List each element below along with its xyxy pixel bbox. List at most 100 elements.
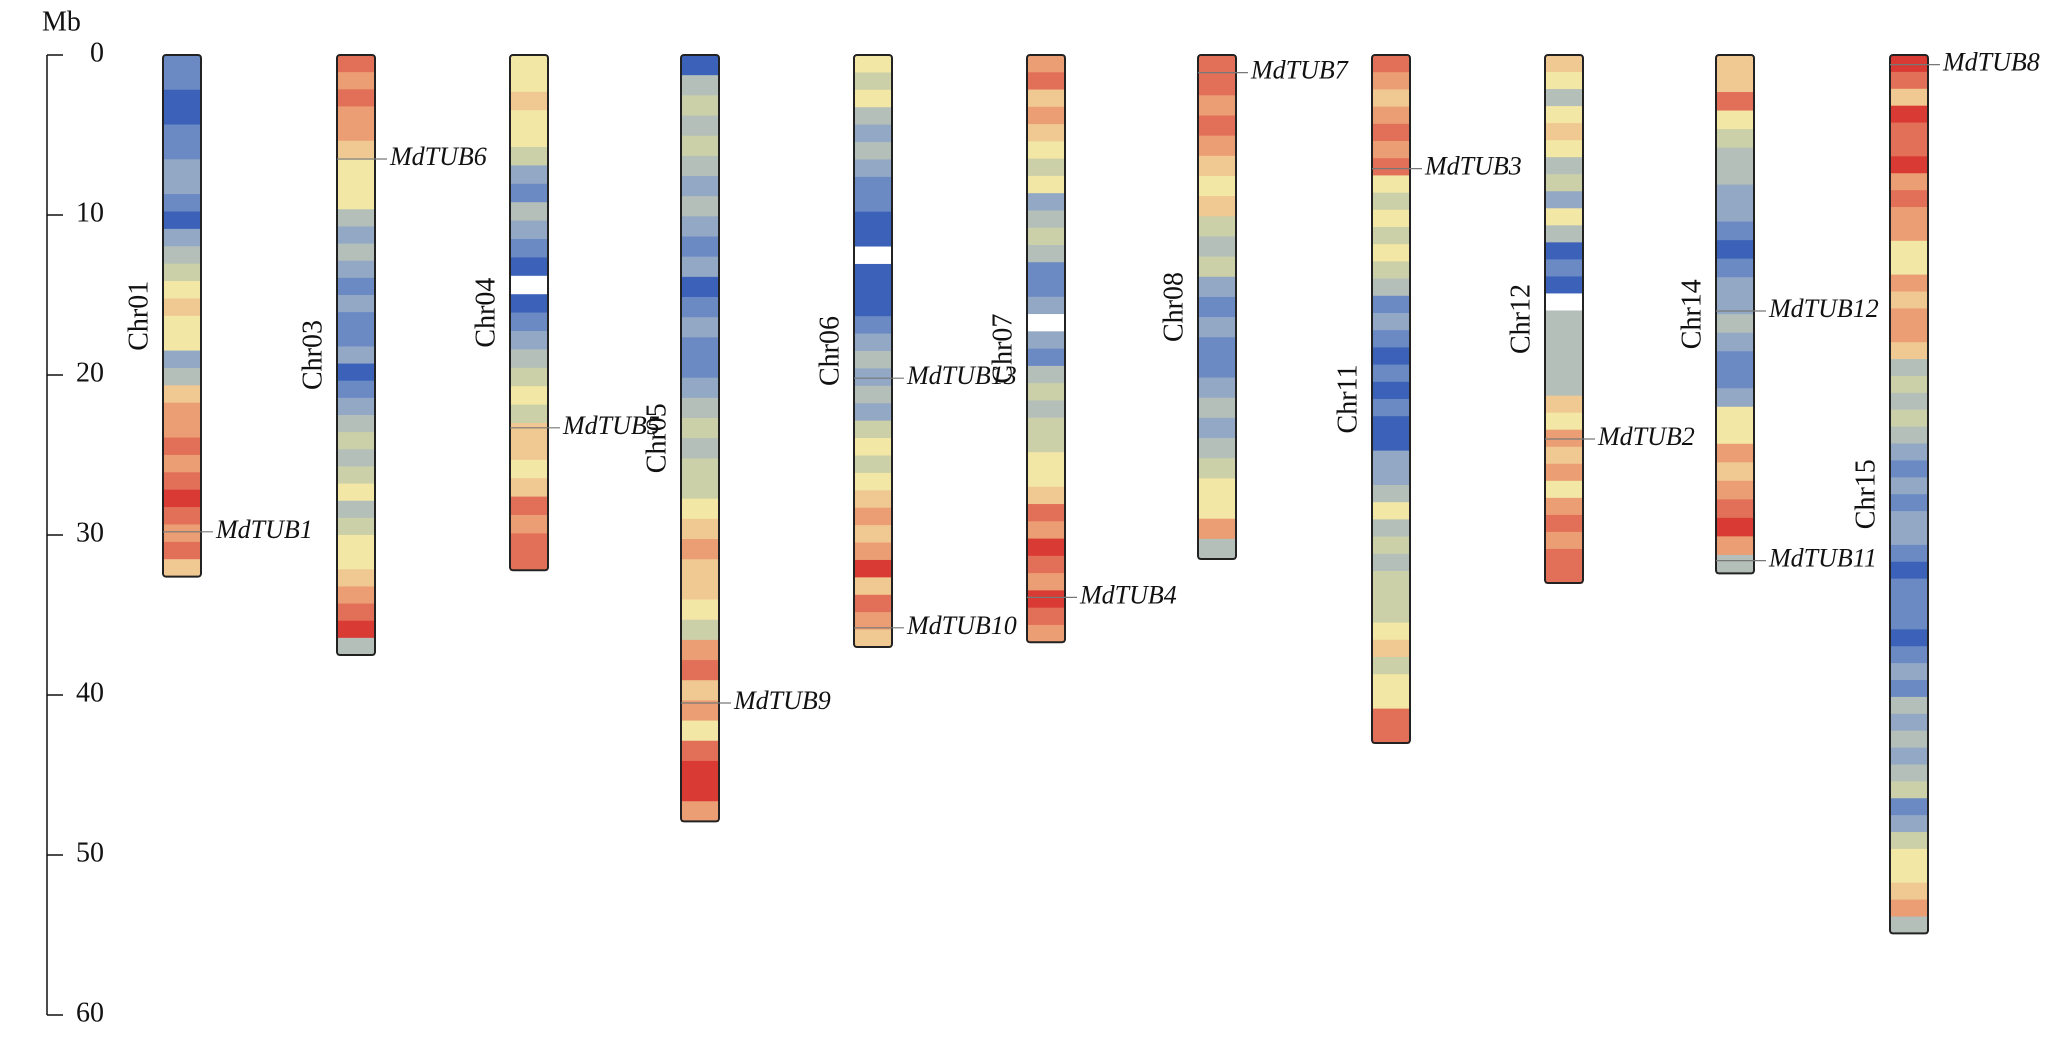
band	[681, 75, 719, 96]
band	[1027, 538, 1065, 557]
band	[1545, 446, 1583, 465]
band	[1545, 310, 1583, 329]
band	[1545, 378, 1583, 397]
band	[854, 176, 892, 195]
band	[337, 637, 375, 656]
band	[1545, 497, 1583, 516]
y-tick-label: 20	[76, 357, 104, 388]
band	[1545, 327, 1583, 346]
band	[681, 236, 719, 258]
band	[854, 316, 892, 335]
band	[337, 260, 375, 279]
chromosome-label: Chr11	[1332, 365, 1363, 434]
band	[1890, 578, 1928, 597]
band	[1890, 207, 1928, 225]
band	[1545, 72, 1583, 90]
band	[1890, 494, 1928, 512]
band	[1716, 240, 1754, 260]
band	[1890, 409, 1928, 428]
band	[1027, 124, 1065, 142]
band	[337, 380, 375, 399]
band	[163, 124, 201, 143]
band	[1716, 110, 1754, 130]
band	[854, 438, 892, 456]
band	[163, 385, 201, 404]
band	[510, 423, 548, 442]
band	[854, 455, 892, 474]
band	[681, 115, 719, 137]
band	[1716, 388, 1754, 408]
band	[854, 281, 892, 300]
band	[337, 226, 375, 245]
band	[1890, 443, 1928, 461]
band	[854, 577, 892, 596]
band	[1027, 486, 1065, 505]
band	[1027, 296, 1065, 315]
band	[337, 466, 375, 485]
band	[854, 333, 892, 352]
band	[510, 533, 548, 553]
band	[1198, 377, 1236, 399]
band	[1372, 55, 1410, 73]
band	[1198, 276, 1236, 298]
band	[1890, 663, 1928, 681]
band	[1890, 764, 1928, 782]
axis-label: Mb	[42, 6, 81, 37]
band	[1027, 210, 1065, 229]
gene-label: MdTUB9	[733, 686, 831, 715]
band	[163, 141, 201, 160]
band	[1890, 122, 1928, 140]
band	[1890, 71, 1928, 90]
band	[681, 619, 719, 641]
band	[854, 368, 892, 387]
band	[681, 599, 719, 621]
band	[1545, 89, 1583, 107]
band	[337, 277, 375, 296]
band	[337, 586, 375, 605]
band	[1027, 331, 1065, 350]
gene-label: MdTUB3	[1424, 152, 1522, 181]
y-tick-label: 40	[76, 677, 104, 708]
band	[510, 367, 548, 387]
band	[854, 124, 892, 143]
band	[163, 333, 201, 352]
band	[681, 55, 719, 76]
band	[1890, 105, 1928, 124]
band	[1198, 75, 1236, 96]
band	[510, 551, 548, 571]
band	[1545, 225, 1583, 243]
band	[681, 135, 719, 157]
band	[1716, 314, 1754, 334]
band	[1716, 92, 1754, 112]
band	[1027, 262, 1065, 281]
band	[163, 89, 201, 108]
band	[1716, 351, 1754, 371]
band	[1027, 469, 1065, 488]
band	[1545, 480, 1583, 499]
y-tick-label: 0	[90, 37, 104, 68]
band	[1545, 191, 1583, 209]
band	[1545, 412, 1583, 431]
gene-label: MdTUB5	[562, 411, 660, 440]
band	[163, 281, 201, 299]
band	[510, 478, 548, 498]
band	[854, 263, 892, 282]
band	[1372, 278, 1410, 297]
band	[681, 801, 719, 822]
band	[681, 760, 719, 782]
band	[681, 276, 719, 298]
band	[1372, 244, 1410, 262]
band	[337, 397, 375, 416]
band	[681, 337, 719, 359]
band	[337, 295, 375, 313]
chromosome-label: Chr12	[1505, 284, 1536, 354]
band	[337, 432, 375, 450]
band	[854, 594, 892, 613]
band	[510, 312, 548, 332]
gene-label: MdTUB1	[215, 515, 313, 544]
band	[1545, 531, 1583, 550]
band	[681, 196, 719, 217]
band	[1890, 173, 1928, 191]
band	[163, 246, 201, 265]
band	[1198, 256, 1236, 278]
